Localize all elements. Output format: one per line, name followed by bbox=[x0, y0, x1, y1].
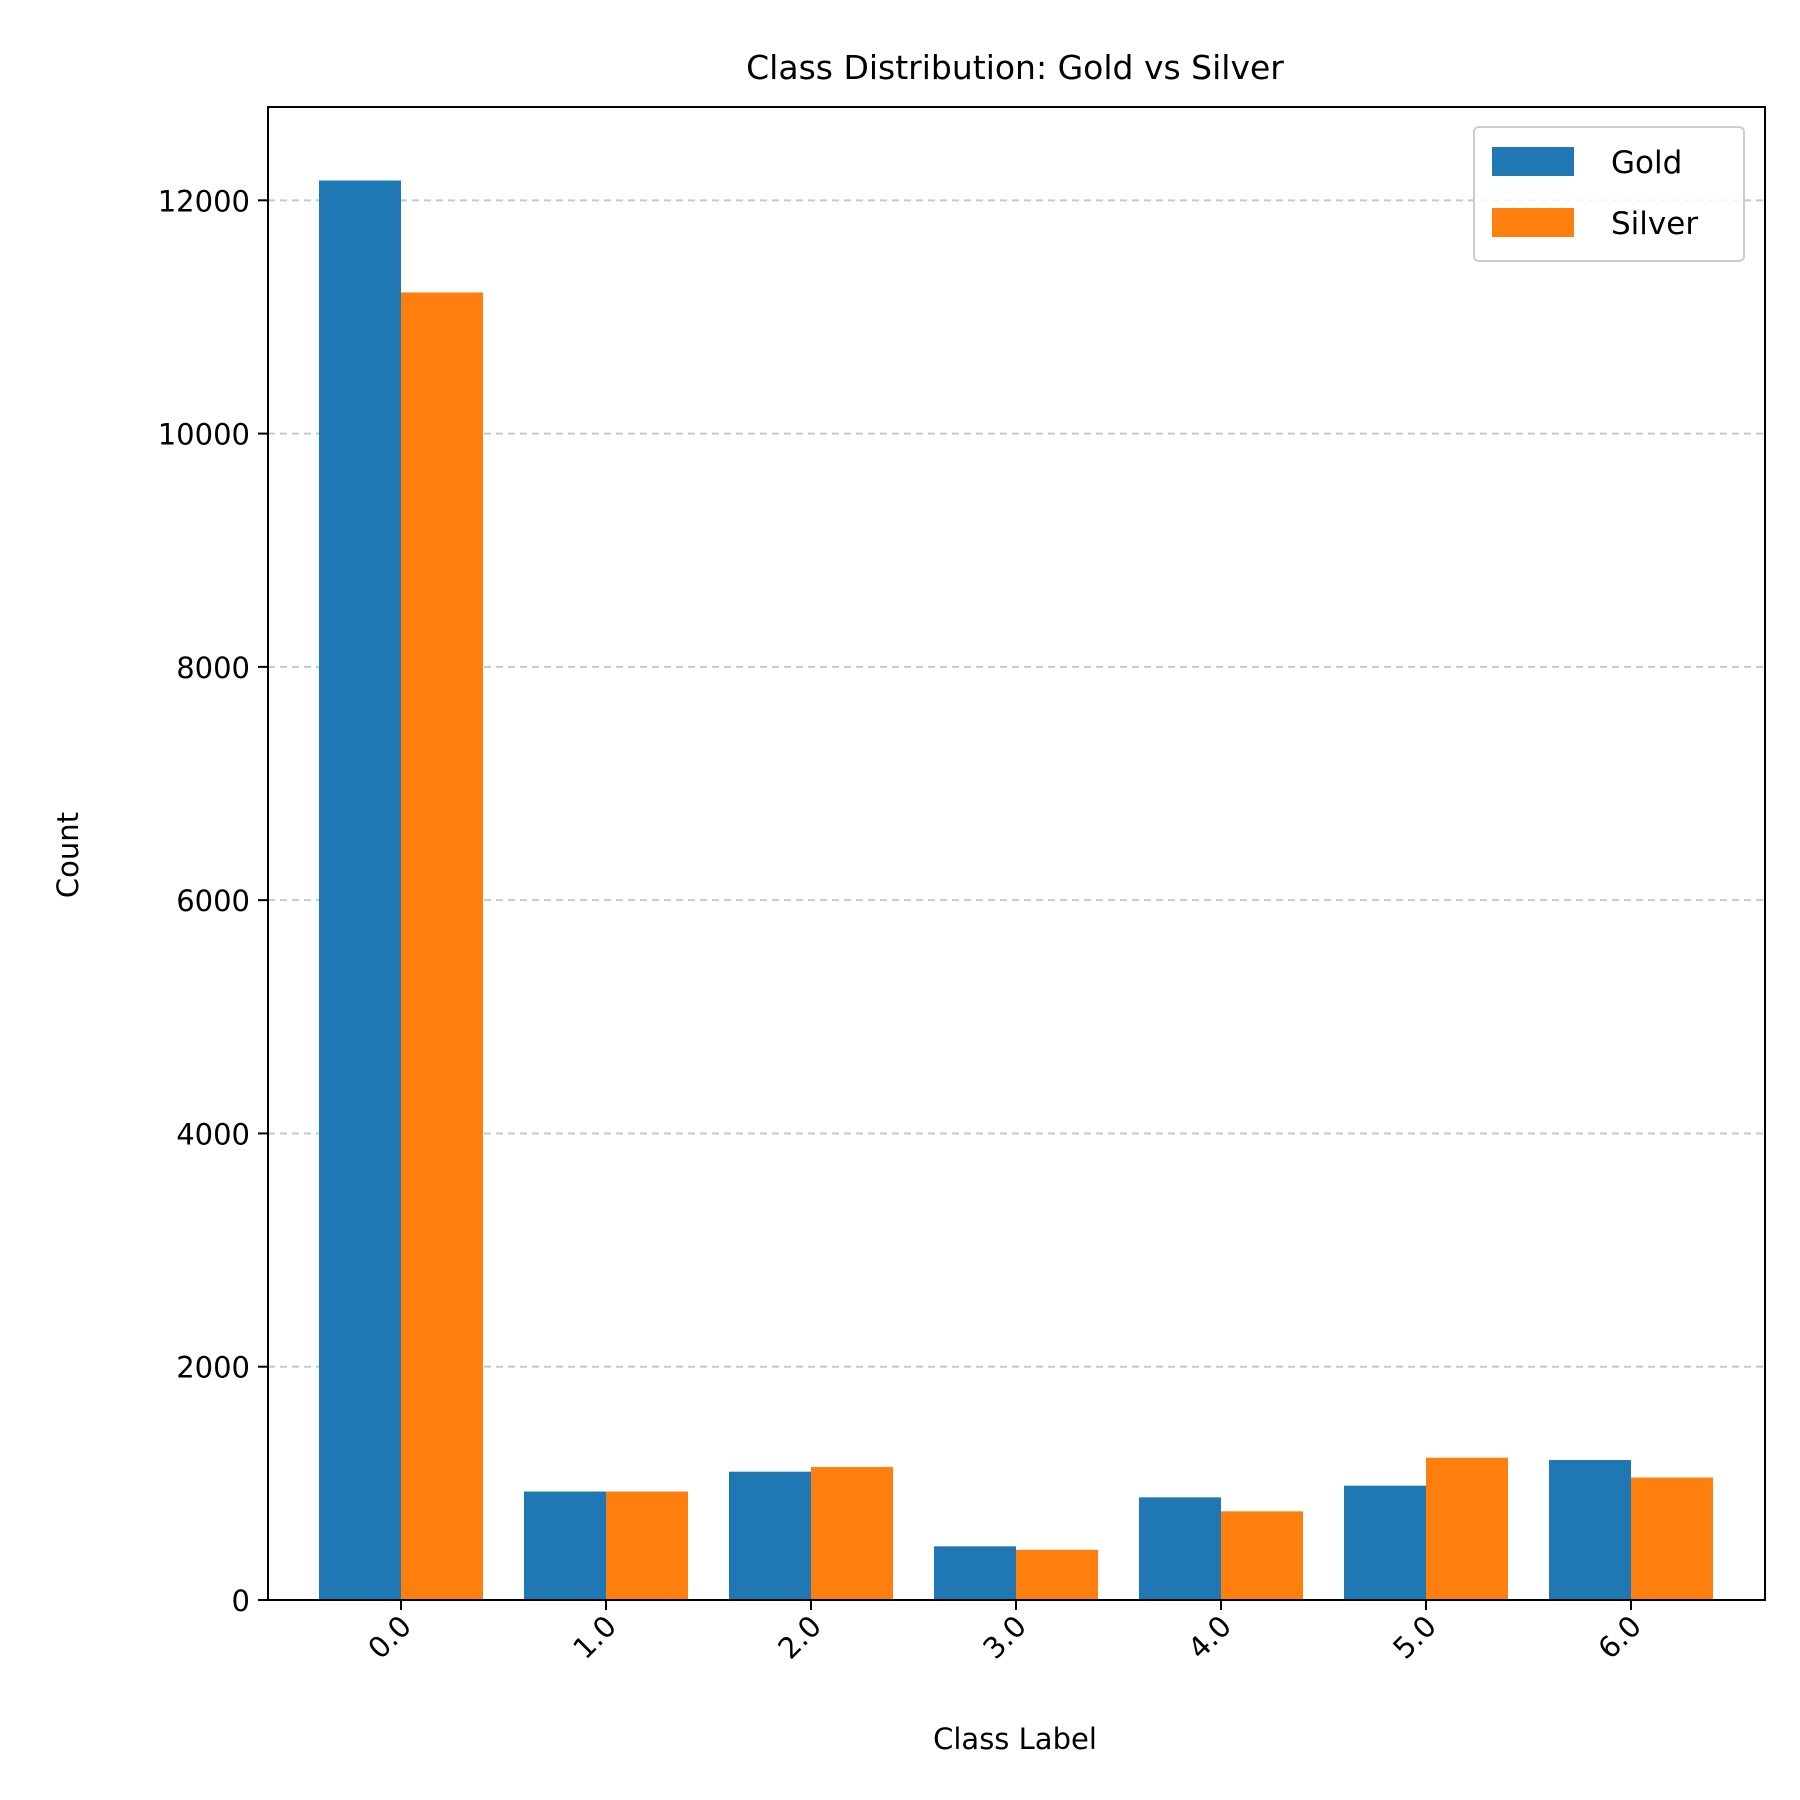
bar-silver-6 bbox=[1631, 1477, 1713, 1600]
y-tick-label: 0 bbox=[232, 1584, 250, 1618]
legend-swatch-silver bbox=[1492, 208, 1574, 237]
gridlines bbox=[268, 199, 1765, 1368]
y-axis-label: Count bbox=[51, 812, 85, 898]
legend-swatch-gold bbox=[1492, 147, 1574, 176]
bar-gold-1 bbox=[524, 1491, 606, 1600]
y-tick-label: 8000 bbox=[176, 651, 250, 685]
bar-gold-2 bbox=[729, 1471, 811, 1600]
plot-frame bbox=[267, 106, 1766, 1601]
x-tick-label: 6.0 bbox=[1591, 1609, 1648, 1666]
x-tick-label: 1.0 bbox=[566, 1609, 623, 1666]
x-tick-label: 2.0 bbox=[771, 1609, 828, 1666]
bar-silver-4 bbox=[1221, 1511, 1303, 1600]
legend-label-gold: Gold bbox=[1611, 145, 1682, 181]
bar-gold-5 bbox=[1344, 1485, 1426, 1600]
legend: Gold Silver bbox=[1473, 126, 1745, 262]
x-tick-label: 3.0 bbox=[976, 1609, 1033, 1666]
x-tick-label: 4.0 bbox=[1181, 1609, 1238, 1666]
x-axis-ticks: 0.0 1.0 2.0 3.0 4.0 5.0 6.0 bbox=[361, 1600, 1648, 1666]
y-tick-label: 2000 bbox=[176, 1351, 250, 1385]
y-tick-label: 4000 bbox=[176, 1117, 250, 1151]
bar-silver-0 bbox=[401, 292, 483, 1600]
y-tick-label: 10000 bbox=[158, 418, 250, 452]
bar-gold-4 bbox=[1139, 1497, 1221, 1600]
y-axis-ticks: 0 2000 4000 6000 8000 10000 12000 bbox=[158, 184, 268, 1618]
y-tick-label: 6000 bbox=[176, 884, 250, 918]
bar-silver-1 bbox=[606, 1491, 688, 1600]
legend-label-silver: Silver bbox=[1611, 206, 1698, 242]
bar-gold-3 bbox=[934, 1546, 1016, 1600]
bars bbox=[319, 180, 1713, 1600]
chart-title: Class Distribution: Gold vs Silver bbox=[746, 48, 1284, 87]
y-tick-label: 12000 bbox=[158, 184, 250, 218]
x-tick-label: 0.0 bbox=[361, 1609, 418, 1666]
x-axis-label: Class Label bbox=[933, 1722, 1097, 1756]
bar-silver-5 bbox=[1426, 1457, 1508, 1600]
bar-silver-2 bbox=[811, 1467, 893, 1600]
bar-gold-6 bbox=[1549, 1460, 1631, 1600]
bar-silver-3 bbox=[1016, 1549, 1098, 1600]
bar-gold-0 bbox=[319, 180, 401, 1600]
x-tick-label: 5.0 bbox=[1386, 1609, 1443, 1666]
